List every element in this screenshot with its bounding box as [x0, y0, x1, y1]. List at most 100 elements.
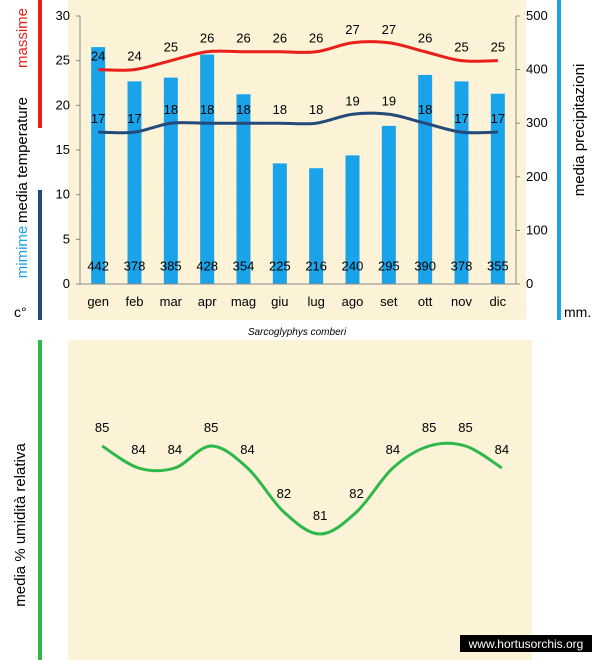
minime-data-label: 18: [273, 102, 287, 117]
humidity-data-label: 84: [495, 442, 509, 457]
minime-label: mimime: [14, 226, 31, 279]
month-tick-label: set: [380, 294, 398, 309]
massime-data-label: 27: [382, 22, 396, 37]
month-tick-label: ago: [342, 294, 364, 309]
right-tick-label: 500: [526, 8, 548, 23]
massime-data-label: 24: [127, 49, 141, 64]
humidity-data-label: 84: [168, 442, 182, 457]
watermark-bg: [460, 635, 592, 652]
month-tick-label: dic: [490, 294, 507, 309]
minime-data-label: 18: [164, 102, 178, 117]
minime-data-label: 19: [382, 93, 396, 108]
precipitation-data-label: 355: [487, 259, 509, 274]
precipitation-data-label: 354: [233, 259, 255, 274]
minime-data-label: 18: [200, 102, 214, 117]
minime-data-label: 17: [454, 111, 468, 126]
precipitation-data-label: 378: [451, 259, 473, 274]
left-tick-label: 30: [56, 8, 70, 23]
month-tick-label: apr: [198, 294, 217, 309]
massime-data-label: 25: [164, 40, 178, 55]
precipitation-data-label: 390: [414, 259, 436, 274]
humidity-line: [101, 441, 503, 536]
minime-data-label: 18: [309, 102, 323, 117]
minime-data-label: 17: [91, 111, 105, 126]
precipitation-label: media precipitazioni: [571, 64, 588, 197]
massime-data-label: 25: [491, 40, 505, 55]
massime-data-label: 24: [91, 49, 105, 64]
precipitation-bar: [345, 155, 360, 284]
massime-data-label: 26: [309, 31, 323, 46]
precipitation-bar: [490, 93, 505, 284]
minime-axis-bar: [38, 190, 42, 320]
precipitation-axis-bar: [557, 0, 561, 320]
precipitation-bar: [309, 168, 324, 284]
month-tick-label: lug: [307, 294, 324, 309]
month-tick-label: mar: [160, 294, 183, 309]
right-tick-label: 200: [526, 169, 548, 184]
watermark: www.hortusorchis.org: [468, 637, 584, 651]
right-tick-label: 0: [526, 276, 533, 291]
precipitation-bar: [418, 74, 433, 285]
massime-data-label: 26: [273, 31, 287, 46]
precipitation-data-label: 225: [269, 259, 291, 274]
month-tick-label: giu: [271, 294, 288, 309]
minime-data-label: 18: [418, 102, 432, 117]
humidity-data-label: 84: [240, 442, 254, 457]
precipitation-bar: [272, 163, 287, 284]
precipitation-bar: [91, 47, 106, 285]
precipitation-bar: [200, 54, 215, 285]
right-tick-label: 300: [526, 115, 548, 130]
left-tick-label: 5: [63, 231, 70, 246]
media-temperature-label: media temperature: [14, 97, 31, 223]
chart-title: Sarcoglyphys comberi: [248, 327, 347, 338]
humidity-data-label: 82: [277, 486, 291, 501]
minime-data-label: 17: [491, 111, 505, 126]
humidity-data-label: 84: [131, 442, 145, 457]
massime-label: massime: [14, 8, 31, 68]
month-tick-label: feb: [125, 294, 143, 309]
precipitation-data-label: 295: [378, 259, 400, 274]
chart2-background: [68, 340, 532, 660]
month-tick-label: gen: [87, 294, 109, 309]
minime-line: [98, 111, 498, 135]
minime-data-label: 19: [345, 93, 359, 108]
precipitation-data-label: 216: [305, 259, 327, 274]
left-tick-label: 25: [56, 53, 70, 68]
humidity-data-label: 82: [349, 486, 363, 501]
massime-data-label: 26: [236, 31, 250, 46]
massime-data-label: 27: [345, 22, 359, 37]
humidity-data-label: 85: [422, 420, 436, 435]
humidity-data-label: 85: [204, 420, 218, 435]
precipitation-data-label: 442: [87, 259, 109, 274]
left-tick-label: 10: [56, 187, 70, 202]
massime-line: [98, 40, 498, 72]
right-tick-label: 400: [526, 62, 548, 77]
massime-data-label: 26: [200, 31, 214, 46]
left-tick-label: 20: [56, 97, 70, 112]
precipitation-data-label: 378: [124, 259, 146, 274]
massime-data-label: 25: [454, 40, 468, 55]
minime-data-label: 17: [127, 111, 141, 126]
humidity-chart: media % umidità relativa 85 84 84 85 84 82 81 8…: [12, 340, 592, 660]
mm-unit-label: mm.: [564, 304, 591, 320]
celsius-unit-label: c°: [14, 304, 27, 320]
precipitation-bar: [163, 77, 178, 284]
humidity-data-label: 84: [386, 442, 400, 457]
month-tick-label: ott: [418, 294, 433, 309]
massime-axis-bar: [38, 0, 42, 128]
precipitation-data-label: 240: [342, 259, 364, 274]
left-tick-label: 0: [63, 276, 70, 291]
massime-data-label: 26: [418, 31, 432, 46]
humidity-axis-bar: [38, 340, 42, 660]
precipitation-bar: [236, 94, 251, 284]
month-tick-label: nov: [451, 294, 472, 309]
precipitation-data-label: 385: [160, 259, 182, 274]
left-tick-label: 15: [56, 142, 70, 157]
month-tick-label: mag: [231, 294, 256, 309]
humidity-data-label: 85: [95, 420, 109, 435]
humidity-axis-label: media % umidità relativa: [12, 443, 29, 607]
right-tick-label: 100: [526, 222, 548, 237]
humidity-data-label: 81: [313, 508, 327, 523]
humidity-data-label: 85: [458, 420, 472, 435]
